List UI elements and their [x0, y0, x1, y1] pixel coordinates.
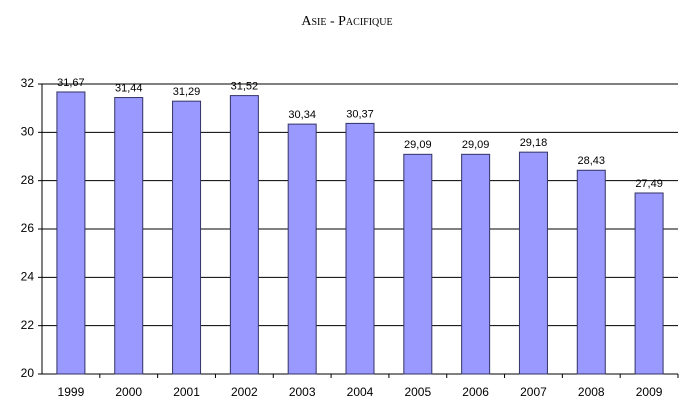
- value-label: 30,34: [288, 109, 316, 121]
- y-tick-label: 26: [21, 221, 35, 235]
- bar: [56, 91, 86, 375]
- value-label: 28,43: [578, 155, 606, 167]
- bar: [172, 100, 202, 375]
- bar: [345, 122, 375, 375]
- value-label: 31,67: [57, 77, 85, 89]
- bar: [518, 151, 548, 375]
- value-label: 29,18: [520, 137, 548, 149]
- y-tick-label: 30: [21, 125, 35, 139]
- value-label: 30,37: [346, 108, 374, 120]
- y-tick-label: 28: [21, 173, 35, 187]
- x-tick-label: 2004: [347, 385, 374, 399]
- y-tick-label: 24: [21, 270, 35, 284]
- value-label: 27,49: [635, 178, 663, 190]
- bar: [576, 169, 606, 375]
- x-tick-label: 2007: [520, 385, 547, 399]
- value-label: 31,52: [231, 81, 259, 93]
- x-tick-label: 2006: [462, 385, 489, 399]
- bar: [114, 97, 144, 375]
- y-tick-label: 32: [21, 76, 35, 90]
- bar: [229, 95, 259, 375]
- value-label: 29,09: [462, 139, 490, 151]
- x-tick-label: 2009: [636, 385, 663, 399]
- bar: [634, 192, 664, 375]
- bar: [287, 123, 317, 375]
- y-tick-label: 20: [21, 366, 35, 380]
- value-label: 31,29: [173, 86, 201, 98]
- bar: [403, 153, 433, 375]
- x-tick-label: 2002: [231, 385, 258, 399]
- value-label: 31,44: [115, 82, 143, 94]
- x-tick-label: 2005: [404, 385, 431, 399]
- y-tick-label: 22: [21, 318, 35, 332]
- chart-title: Asie - Pacifique: [301, 14, 392, 29]
- x-tick-label: 1999: [58, 385, 85, 399]
- x-tick-label: 2000: [115, 385, 142, 399]
- value-label: 29,09: [404, 139, 432, 151]
- x-tick-label: 2008: [578, 385, 605, 399]
- bar: [461, 153, 491, 375]
- x-tick-label: 2001: [173, 385, 200, 399]
- x-tick-label: 2003: [289, 385, 316, 399]
